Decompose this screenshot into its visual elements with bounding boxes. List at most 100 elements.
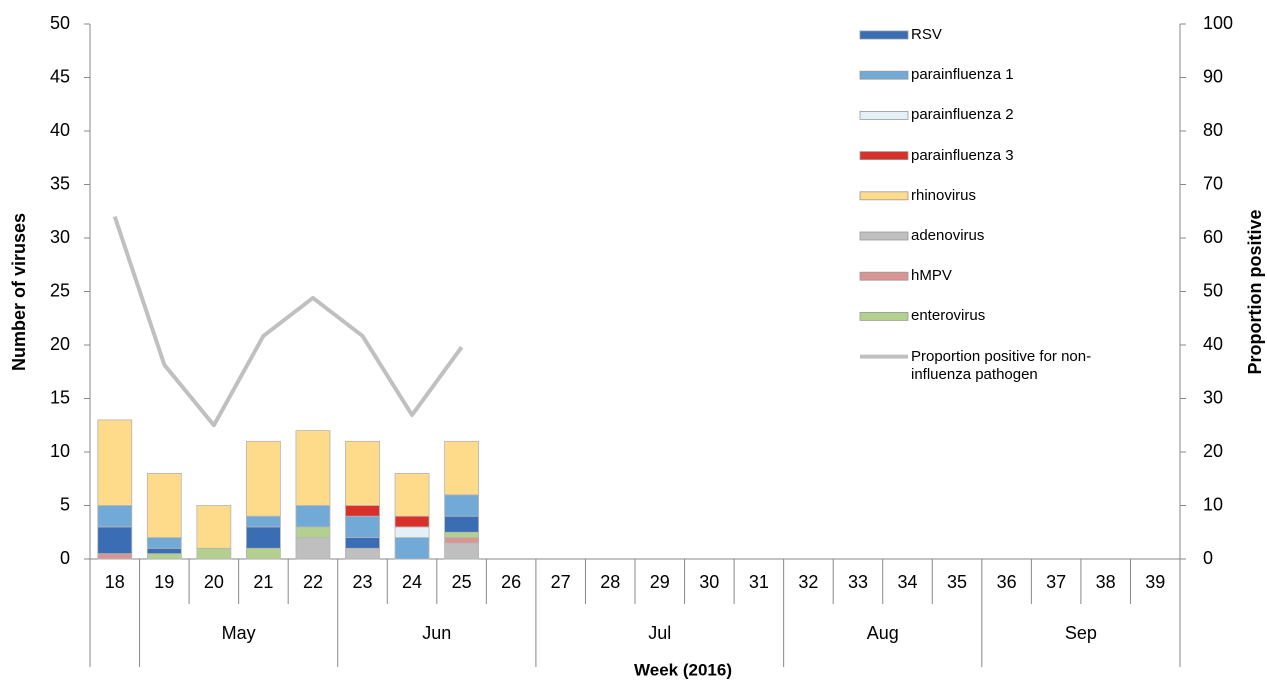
x-group-label: May (222, 623, 256, 643)
bar-segment (97, 419, 133, 506)
x-tick-label: 27 (551, 572, 571, 592)
x-tick-label: 22 (303, 572, 323, 592)
x-tick-label: 35 (947, 572, 967, 592)
y-tick-label: 0 (60, 548, 70, 568)
line (112, 215, 464, 428)
y2-tick-label: 40 (1203, 334, 1223, 354)
bar-segment (444, 440, 479, 496)
legend-swatch (859, 231, 909, 241)
bar-segment (295, 505, 331, 528)
y-tick-label: 50 (50, 13, 70, 33)
bar-segment (394, 537, 430, 560)
bar-segment (345, 505, 380, 517)
bar-segment (146, 547, 182, 555)
x-tick-label: 21 (253, 572, 273, 592)
y-tick-label: 45 (50, 66, 70, 86)
x-group-label: Sep (1065, 623, 1097, 643)
legend-label: parainfluenza 1 (911, 66, 1014, 84)
bar-segment (97, 505, 133, 528)
x-tick-label: 29 (650, 572, 670, 592)
x-tick-label: 37 (1046, 572, 1066, 592)
x-group-label: Aug (867, 623, 899, 643)
y-tick-label: 5 (60, 494, 70, 514)
x-tick-label: 34 (897, 572, 917, 592)
x-tick-label: 38 (1096, 572, 1116, 592)
x-tick-label: 36 (997, 572, 1017, 592)
y-tick-label: 40 (50, 120, 70, 140)
x-group-label: Jul (648, 623, 671, 643)
legend-label: hMPV (911, 267, 952, 285)
bar-segment (146, 472, 182, 538)
x-tick-label: 23 (352, 572, 372, 592)
legend-label: parainfluenza 3 (911, 146, 1014, 164)
y2-tick-label: 100 (1203, 13, 1233, 33)
y-tick-label: 20 (50, 334, 70, 354)
legend-label: rhinovirus (911, 186, 977, 204)
bar-segment (246, 526, 281, 549)
y-tick-label: 35 (50, 173, 70, 193)
legend-swatch (859, 30, 909, 40)
x-tick-label: 25 (452, 572, 472, 592)
legend-swatch (859, 311, 909, 321)
legend-swatch (859, 271, 909, 281)
bar-segment (444, 515, 479, 533)
bar-segment (295, 430, 331, 506)
y2-tick-label: 60 (1203, 227, 1223, 247)
bar-segment (444, 542, 479, 560)
x-tick-label: 39 (1145, 572, 1165, 592)
bar-segment (394, 526, 430, 539)
legend-label: adenovirus (911, 227, 985, 244)
bar-segment (196, 547, 232, 560)
x-tick-label: 32 (798, 572, 818, 592)
legend-label: RSV (911, 26, 942, 43)
bar-segment (345, 440, 380, 506)
bar-segment (246, 440, 281, 517)
x-tick-label: 33 (848, 572, 868, 592)
bar-segment (146, 537, 182, 549)
bar-segment (246, 515, 281, 528)
y-tick-label: 10 (50, 441, 70, 461)
y2-tick-label: 80 (1203, 120, 1223, 140)
bar-segment (97, 526, 133, 555)
legend-swatch (859, 111, 909, 120)
x-tick-label: 26 (501, 572, 521, 592)
bar-segment (394, 515, 430, 528)
y2-tick-label: 0 (1203, 548, 1213, 568)
legend-swatch (859, 70, 909, 80)
y-tick-label: 15 (50, 387, 70, 407)
bar-segment (97, 553, 133, 560)
bar-segment (246, 547, 281, 560)
legend-label: enterovirus (911, 307, 986, 325)
y2-axis-title: Proportion positive (1245, 209, 1265, 374)
y-tick-label: 25 (50, 280, 70, 300)
bar-segment (444, 531, 479, 538)
bar-segment (146, 553, 182, 560)
bar-segment (196, 505, 232, 549)
legend-swatch (859, 151, 909, 161)
y2-tick-label: 90 (1203, 66, 1223, 86)
y2-tick-label: 10 (1203, 494, 1223, 514)
bar-segment (345, 547, 380, 560)
x-tick-label: 24 (402, 572, 422, 592)
x-tick-label: 28 (600, 572, 620, 592)
y2-tick-label: 30 (1203, 387, 1223, 407)
x-tick-label: 18 (105, 572, 125, 592)
bar-segment (345, 515, 380, 539)
bar-segment (444, 494, 479, 517)
x-axis-title: Week (2016) (634, 660, 732, 679)
bar-segment (295, 526, 331, 539)
bar-segment (295, 537, 331, 560)
y2-tick-label: 50 (1203, 280, 1223, 300)
bar-segment (444, 537, 479, 544)
legend-swatch (859, 191, 909, 201)
x-group-label: Jun (422, 623, 451, 643)
x-tick-label: 31 (749, 572, 769, 592)
y2-tick-label: 20 (1203, 441, 1223, 461)
y-tick-label: 30 (50, 227, 70, 247)
legend-label: Proportion positive for non-influenza pa… (911, 347, 1092, 383)
x-tick-label: 20 (204, 572, 224, 592)
y-axis-title: Number of viruses (9, 213, 29, 371)
x-tick-label: 19 (154, 572, 174, 592)
